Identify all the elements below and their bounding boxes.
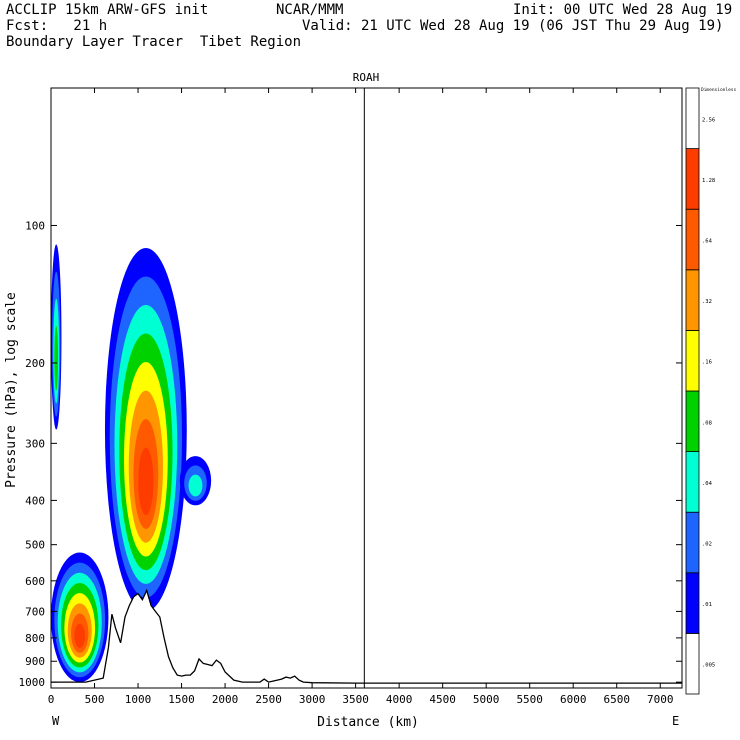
- x-tick-label: 7000: [647, 693, 674, 706]
- colorbar-band: [685, 148, 700, 210]
- terrain-profile: [51, 588, 682, 688]
- colorbar-label: .01: [702, 602, 712, 608]
- colorbar-band: [685, 511, 700, 574]
- x-tick-label: 3500: [342, 693, 369, 706]
- chart-title: ROAH: [353, 71, 380, 84]
- x-tick-label: 500: [85, 693, 105, 706]
- y-tick-label: 500: [25, 539, 45, 552]
- header-org-label: NCAR/MMM: [276, 2, 344, 18]
- colorbar-label: .32: [702, 299, 712, 305]
- x-tick-label: 4000: [386, 693, 413, 706]
- plot-frame: [50, 87, 683, 689]
- x-axis-label: Distance (km): [317, 715, 419, 730]
- colorbar-band: [685, 633, 700, 695]
- colorbar-band: [685, 87, 700, 149]
- colorbar-band: [685, 269, 700, 331]
- axes: 0 500 1000 1500 2000 2500 3000 3500 4000 4500 5000…: [19, 88, 682, 706]
- header-field-name: Boundary Layer Tracer Tibet Region: [6, 34, 302, 50]
- colorbar-label: .005: [702, 663, 715, 669]
- y-tick-label: 200: [25, 357, 45, 370]
- x-end-label-west: W: [52, 714, 60, 728]
- x-tick-label: 4500: [429, 693, 456, 706]
- header-model-label: ACCLIP 15km ARW-GFS init: [6, 2, 209, 18]
- header-valid-time: Valid: 21 UTC Wed 28 Aug 19 (06 JST Thu …: [302, 18, 724, 34]
- x-tick-label: 1000: [125, 693, 152, 706]
- x-tick-label: 2500: [255, 693, 282, 706]
- x-tick-label: 6500: [603, 693, 630, 706]
- tracer-shading: [51, 244, 212, 683]
- x-tick-label: 1500: [168, 693, 195, 706]
- colorbar-band: [685, 451, 700, 513]
- tracer-contour: [188, 474, 203, 497]
- y-axis-label: Pressure (hPa), log scale: [4, 292, 19, 488]
- colorbar-label: 1.28: [702, 178, 715, 184]
- terrain-line: [51, 588, 682, 684]
- y-tick-label: 100: [25, 219, 45, 232]
- colorbar-label: .02: [702, 542, 712, 548]
- colorbar-label: .08: [702, 420, 712, 426]
- colorbar-band: [685, 208, 700, 271]
- colorbar-band: [685, 572, 700, 634]
- y-tick-label: 700: [25, 605, 45, 618]
- colorbar-band: [685, 390, 700, 452]
- y-tick-label: 900: [25, 655, 45, 668]
- x-end-label-east: E: [672, 714, 679, 728]
- y-tick-label: 1000: [19, 676, 46, 689]
- y-tick-label: 400: [25, 494, 45, 507]
- x-tick-label: 5000: [473, 693, 500, 706]
- tracer-contour: [138, 447, 154, 516]
- colorbar-label: .16: [702, 360, 712, 366]
- colorbar-band: [685, 329, 700, 392]
- x-tick-label: 2000: [212, 693, 239, 706]
- colorbar-label: .64: [702, 239, 713, 245]
- tracer-contour: [54, 325, 59, 391]
- y-tick-label: 600: [25, 575, 45, 588]
- terrain-mask: [51, 590, 682, 688]
- x-tick-label: 0: [48, 693, 55, 706]
- colorbar-label: 2.56: [702, 117, 715, 123]
- colorbar-title: Dimensionless: [701, 87, 737, 93]
- x-tick-label: 5500: [516, 693, 543, 706]
- header-forecast-hour: Fcst: 21 h: [6, 18, 108, 34]
- colorbar-label: .04: [702, 481, 713, 487]
- y-tick-label: 300: [25, 437, 45, 450]
- x-tick-label: 6000: [560, 693, 587, 706]
- x-tick-label: 3000: [299, 693, 326, 706]
- header-init-time: Init: 00 UTC Wed 28 Aug 19: [513, 2, 733, 18]
- tracer-contour: [74, 623, 86, 648]
- colorbar: .005 .01 .02 .04 .08 .16 .32 .64 1.28 2.56 Dimensi…: [685, 87, 737, 695]
- y-tick-label: 800: [25, 632, 45, 645]
- plot-border: [50, 87, 683, 689]
